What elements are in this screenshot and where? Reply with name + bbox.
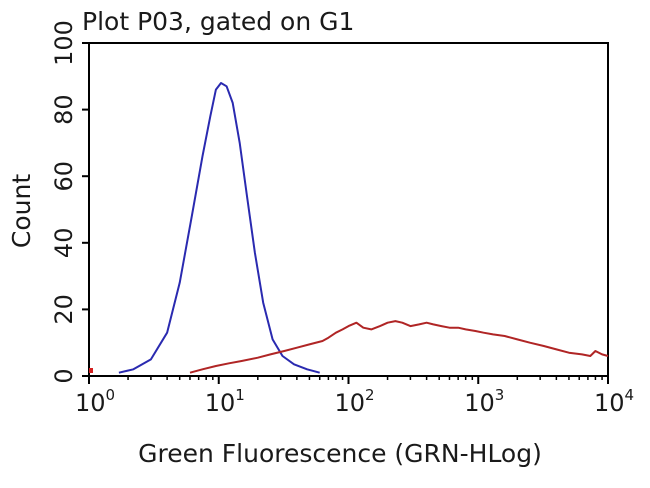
x-tick-label: 102 <box>335 386 375 417</box>
x-tick-base: 10 <box>594 389 625 417</box>
x-tick-label: 100 <box>75 386 115 417</box>
x-tick-base: 10 <box>464 389 495 417</box>
x-axis-label: Green Fluorescence (GRN-HLog) <box>138 439 542 468</box>
x-tick-base: 10 <box>75 389 106 417</box>
x-tick-label: 103 <box>464 386 504 417</box>
x-tick-base: 10 <box>205 389 236 417</box>
y-tick-label: 20 <box>50 294 78 325</box>
y-tick-label: 60 <box>50 161 78 192</box>
x-tick-label: 101 <box>205 386 245 417</box>
histogram-series-line-2 <box>189 320 609 374</box>
origin-marker <box>89 368 93 373</box>
x-tick-exponent: 0 <box>106 386 116 404</box>
x-tick-label: 104 <box>594 386 634 417</box>
series-lines <box>118 82 609 374</box>
x-tick-exponent: 4 <box>625 386 635 404</box>
y-tick-label: 0 <box>50 368 78 383</box>
x-tick-exponent: 3 <box>495 386 505 404</box>
y-axis-label: Count <box>7 174 36 248</box>
y-tick-label: 100 <box>50 20 78 66</box>
x-tick-exponent: 2 <box>365 386 375 404</box>
histogram-series-line-1 <box>118 82 320 374</box>
y-tick-label: 40 <box>50 228 78 259</box>
y-tick-label: 80 <box>50 94 78 125</box>
x-tick-base: 10 <box>335 389 366 417</box>
chart-title: Plot P03, gated on G1 <box>82 7 354 36</box>
x-tick-exponent: 1 <box>235 386 245 404</box>
